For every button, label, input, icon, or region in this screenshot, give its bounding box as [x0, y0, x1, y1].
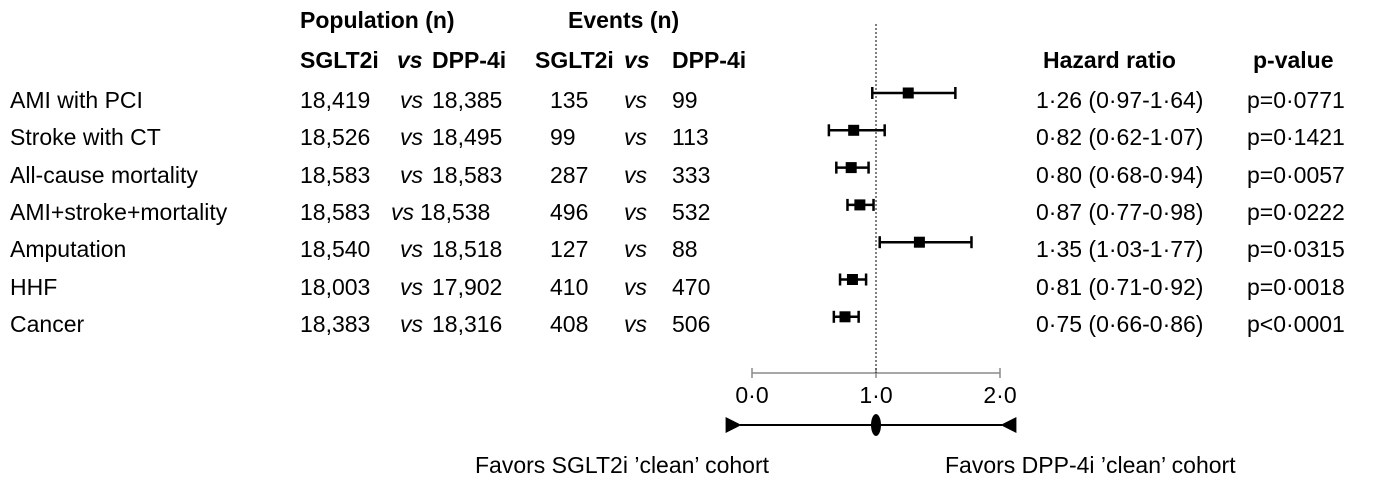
row-label: AMI with PCI	[10, 87, 143, 113]
pop-vs-header: vs	[397, 47, 423, 73]
row-ev-vs: vs	[624, 236, 647, 263]
row-hazard-ratio: 0·75 (0·66-0·86)	[1036, 310, 1204, 337]
row-ev-vs: vs	[624, 273, 647, 300]
row-p-value: p=0·0057	[1247, 161, 1345, 188]
row-p-value: p=0·0771	[1247, 87, 1345, 113]
row-pop-sglt2i: 18,419	[300, 87, 371, 113]
row-p-value: p<0·0001	[1247, 310, 1345, 337]
row-pop-dpp4i: 18,583	[432, 161, 503, 188]
events-header: Events (n)	[568, 7, 680, 33]
hr-point	[839, 311, 851, 323]
row-pop-vs: vs	[400, 310, 423, 337]
hr-point	[848, 124, 860, 136]
row-pop-dpp4i: 17,902	[432, 273, 503, 300]
row-hazard-ratio: 0·82 (0·62-1·07)	[1036, 124, 1204, 151]
row-pop-vs: vs	[391, 198, 414, 225]
row-ev-sglt2i: 127	[550, 236, 589, 263]
forest-row-mark	[832, 310, 860, 323]
row-ev-dpp4i: 470	[672, 273, 711, 300]
row-ev-dpp4i: 113	[672, 124, 709, 151]
ev-dpp4i-header: DPP-4i	[672, 47, 747, 73]
row-pop-vs: vs	[400, 87, 423, 113]
x-tick-label: 1·0	[859, 382, 892, 408]
row-ev-dpp4i: 88	[672, 236, 698, 263]
row-hazard-ratio: 1·35 (1·03-1·77)	[1036, 236, 1204, 263]
row-ev-sglt2i: 287	[550, 161, 589, 188]
hr-point	[845, 162, 857, 174]
row-label: HHF	[10, 273, 58, 300]
row-pop-sglt2i: 18,383	[300, 310, 371, 337]
row-p-value: p=0·0315	[1247, 236, 1345, 263]
row-ev-vs: vs	[624, 310, 647, 337]
forest-row-mark	[838, 273, 868, 286]
x-tick-label: 0·0	[735, 382, 768, 408]
row-label: Stroke with CT	[10, 124, 161, 151]
hr-point	[913, 236, 925, 248]
x-tick-label: 2·0	[983, 382, 1016, 408]
row-ev-dpp4i: 333	[672, 161, 711, 188]
ev-vs-header: vs	[624, 47, 650, 73]
p-value-header: p-value	[1253, 47, 1334, 73]
row-pop-sglt2i: 18,583	[300, 198, 371, 225]
population-header: Population (n)	[300, 7, 455, 33]
row-hazard-ratio: 0·87 (0·77-0·98)	[1036, 198, 1204, 225]
row-ev-sglt2i: 410	[550, 273, 589, 300]
row-p-value: p=0·0222	[1247, 198, 1345, 225]
row-ev-vs: vs	[624, 161, 647, 188]
row-pop-dpp4i: 18,495	[432, 124, 503, 151]
row-ev-sglt2i: 408	[550, 310, 589, 337]
row-pop-dpp4i: 18,518	[432, 236, 503, 263]
row-pop-sglt2i: 18,583	[300, 161, 371, 188]
row-pop-sglt2i: 18,540	[300, 236, 371, 263]
row-pop-vs: vs	[400, 161, 423, 188]
row-ev-sglt2i: 135	[550, 87, 589, 113]
row-ev-vs: vs	[624, 87, 647, 113]
row-label: AMI+stroke+mortality	[10, 198, 228, 225]
row-label: Cancer	[10, 310, 85, 337]
row-hazard-ratio: 1·26 (0·97-1·64)	[1036, 87, 1204, 113]
row-pop-vs: vs	[400, 236, 423, 263]
row-p-value: p=0·1421	[1247, 124, 1345, 151]
row-p-value: p=0·0018	[1247, 273, 1345, 300]
row-hazard-ratio: 0·80 (0·68-0·94)	[1036, 161, 1204, 188]
row-ev-dpp4i: 506	[672, 310, 711, 337]
row-ev-dpp4i: 532	[672, 198, 711, 225]
row-ev-vs: vs	[624, 124, 647, 151]
pop-dpp4i-header: DPP-4i	[432, 47, 507, 73]
forest-row-mark	[846, 198, 875, 211]
row-pop-dpp4i: 18,316	[432, 310, 503, 337]
null-marker	[871, 414, 881, 436]
favors-left-label: Favors SGLT2i ’clean’ cohort	[475, 452, 770, 478]
hr-point	[846, 274, 858, 285]
row-label: Amputation	[10, 236, 127, 263]
row-pop-vs: vs	[400, 124, 423, 151]
favors-right-label: Favors DPP-4i ’clean’ cohort	[945, 452, 1236, 478]
row-hazard-ratio: 0·81 (0·71-0·92)	[1036, 273, 1204, 300]
forest-row-mark	[827, 124, 886, 137]
row-ev-vs: vs	[624, 198, 647, 225]
forest-row-mark	[835, 161, 870, 174]
hr-point	[854, 199, 866, 211]
row-pop-vs: vs	[400, 273, 423, 300]
row-pop-sglt2i: 18,003	[300, 273, 371, 300]
row-pop-sglt2i: 18,526	[300, 124, 371, 151]
row-ev-sglt2i: 99	[550, 124, 576, 151]
row-pop-dpp4i: 18,385	[432, 87, 503, 113]
row-ev-sglt2i: 496	[550, 198, 589, 225]
forest-row-mark	[878, 236, 973, 249]
row-label: All-cause mortality	[10, 161, 198, 188]
forest-row-mark	[871, 87, 957, 99]
ev-sglt2i-header: SGLT2i	[535, 47, 614, 73]
hr-point	[902, 87, 914, 99]
row-pop-dpp4i: 18,538	[420, 198, 491, 225]
pop-sglt2i-header: SGLT2i	[300, 47, 379, 73]
row-ev-dpp4i: 99	[672, 87, 698, 113]
hazard-ratio-header: Hazard ratio	[1043, 47, 1176, 73]
